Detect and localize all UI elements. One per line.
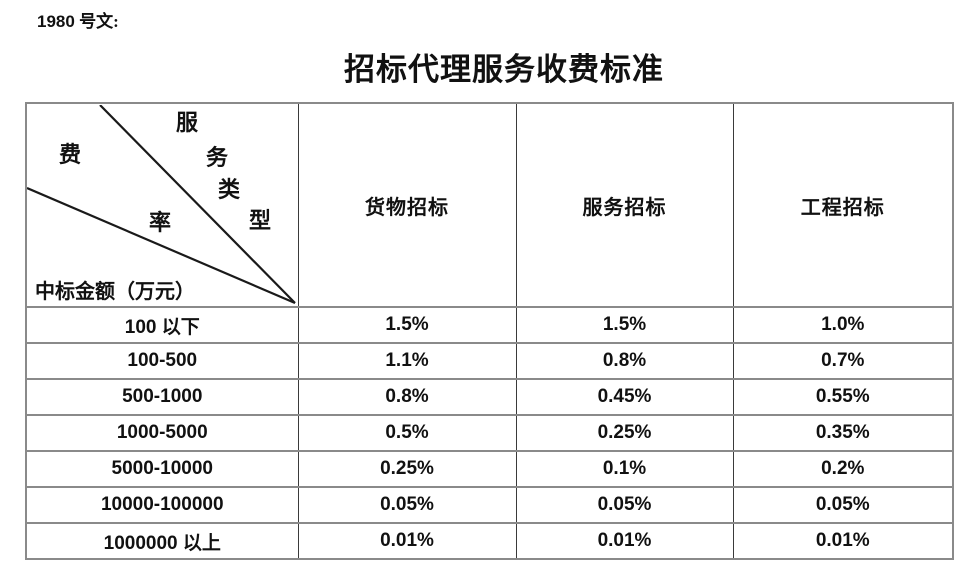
row-label: 5000-10000 [25,450,299,488]
doc-ref-suffix: 号文: [79,12,119,31]
corner-service-type-char-3: 类 [217,177,241,202]
corner-service-type-char-1: 服 [175,110,199,135]
fee-table: 服 务 类 型 费 率 中标金额（万元） 货物招标 服务招标 工程招标 [25,102,954,560]
row-label: 100 以下 [25,306,299,344]
fee-value: 0.8% [297,378,517,416]
fee-value: 0.25% [515,414,734,452]
fee-value: 1.1% [297,342,517,380]
corner-fee-rate-char-2: 率 [148,210,172,235]
table-row: 100-500 1.1% 0.8% 0.7% [25,342,954,380]
diagonal-split-lines [27,105,296,305]
row-label: 1000000 以上 [25,522,299,560]
fee-value: 0.5% [297,414,517,452]
fee-value: 0.25% [297,450,517,488]
fee-value: 0.45% [515,378,734,416]
column-header-goods: 货物招标 [297,102,517,308]
table-row: 100 以下 1.5% 1.5% 1.0% [25,306,954,344]
doc-ref-number: 1980 [37,12,75,31]
fee-value: 0.05% [297,486,517,524]
row-label: 500-1000 [25,378,299,416]
corner-service-type-char-4: 型 [248,208,272,233]
table-row: 1000-5000 0.5% 0.25% 0.35% [25,414,954,452]
corner-fee-rate-char-1: 费 [58,142,82,167]
fee-value: 0.01% [297,522,517,560]
table-row: 10000-100000 0.05% 0.05% 0.05% [25,486,954,524]
fee-value: 0.35% [732,414,954,452]
column-header-service: 服务招标 [515,102,734,308]
row-label: 100-500 [25,342,299,380]
fee-value: 0.55% [732,378,954,416]
doc-ref-label: 1980 号文: [37,7,119,32]
fee-value: 0.05% [515,486,734,524]
fee-value: 1.0% [732,306,954,344]
fee-value: 0.7% [732,342,954,380]
fee-value: 0.01% [515,522,734,560]
fee-value: 0.1% [515,450,734,488]
table-row: 500-1000 0.8% 0.45% 0.55% [25,378,954,416]
table-row: 1000000 以上 0.01% 0.01% 0.01% [25,522,954,560]
corner-header-cell: 服 务 类 型 费 率 中标金额（万元） [25,102,299,308]
corner-amount-label: 中标金额（万元） [35,281,195,303]
table-header-row: 服 务 类 型 费 率 中标金额（万元） 货物招标 服务招标 工程招标 [25,102,954,308]
table-row: 5000-10000 0.25% 0.1% 0.2% [25,450,954,488]
fee-value: 0.2% [732,450,954,488]
fee-value: 0.05% [732,486,954,524]
corner-service-type-char-2: 务 [205,145,229,170]
row-label: 10000-100000 [25,486,299,524]
fee-value: 1.5% [297,306,517,344]
column-header-engineering: 工程招标 [732,102,954,308]
row-label: 1000-5000 [25,414,299,452]
fee-value: 0.8% [515,342,734,380]
page-title: 招标代理服务收费标准 [344,52,664,87]
fee-value: 0.01% [732,522,954,560]
fee-value: 1.5% [515,306,734,344]
